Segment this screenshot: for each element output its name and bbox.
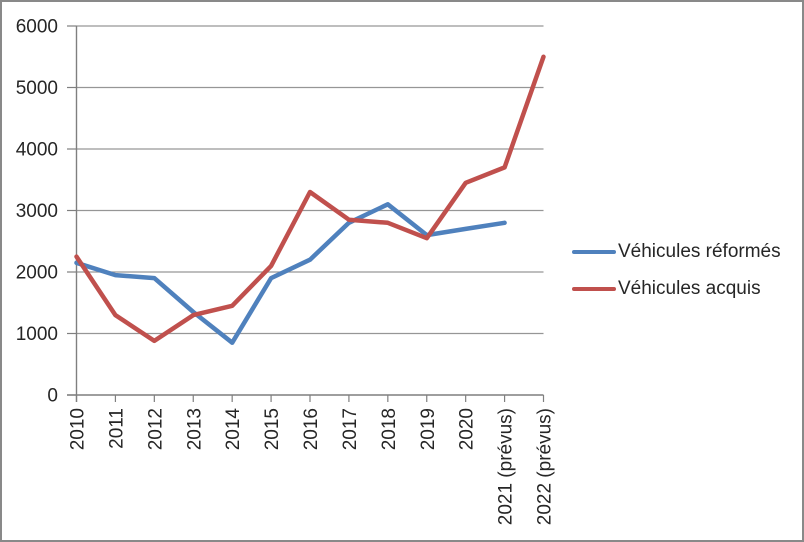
chart-legend: Véhicules réformés Véhicules acquis — [572, 240, 781, 300]
legend-line-swatch-blue — [572, 249, 616, 254]
x-axis-tick-label: 2020 — [457, 408, 478, 450]
x-axis-tick-label: 2014 — [223, 408, 244, 451]
x-axis-tick-label: 2022 (prévus) — [535, 408, 556, 525]
x-axis-tick-label: 2010 — [68, 408, 89, 450]
x-axis-tick-label: 2021 (prévus) — [496, 408, 517, 525]
y-axis-tick-label: 6000 — [16, 17, 58, 38]
legend-label: Véhicules acquis — [618, 278, 761, 299]
y-axis-tick-label: 4000 — [16, 140, 58, 161]
x-axis-tick-label: 2018 — [379, 408, 400, 450]
x-axis-tick-label: 2016 — [301, 408, 322, 450]
gridlines — [76, 25, 544, 335]
y-axis-tick-label: 1000 — [16, 324, 58, 345]
series-line-vehicules-acquis — [74, 54, 546, 344]
legend-line-swatch-red — [572, 286, 616, 291]
axes — [67, 25, 545, 402]
y-axis-tick-label: 5000 — [16, 78, 58, 99]
series-line-vehicules-reformes — [74, 202, 507, 345]
x-axis-tick-label: 2011 — [106, 408, 127, 449]
y-axis-tick-label: 2000 — [16, 263, 58, 284]
x-axis-labels: 2010 2011 2012 2013 2014 2015 2016 2017 2018 2019… — [68, 408, 556, 526]
series-lines — [74, 54, 546, 345]
x-axis-tick-label: 2017 — [340, 408, 361, 450]
x-axis-tick-label: 2015 — [262, 408, 283, 450]
x-axis-tick-label: 2012 — [145, 408, 166, 450]
y-axis-tick-label: 0 — [47, 386, 58, 407]
x-axis-tick-label: 2019 — [418, 408, 439, 450]
legend-item-vehicules-reformes: Véhicules réformés — [572, 240, 781, 263]
x-axis-tick-label: 2013 — [184, 408, 205, 450]
legend-label: Véhicules réformés — [618, 241, 781, 262]
y-axis-labels: 0 1000 2000 3000 4000 5000 6000 — [16, 17, 58, 407]
legend-item-vehicules-acquis: Véhicules acquis — [572, 277, 781, 300]
y-axis-tick-label: 3000 — [16, 201, 58, 222]
